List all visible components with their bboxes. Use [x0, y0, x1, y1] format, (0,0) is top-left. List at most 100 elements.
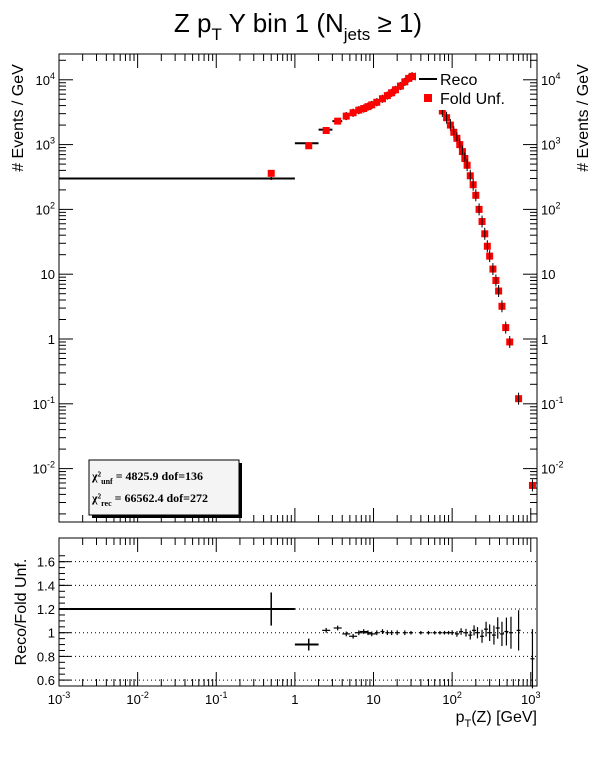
y-tick-label-left: 10: [41, 267, 55, 282]
x-tick-label: 103: [521, 690, 540, 707]
fold-unf-point: [360, 105, 368, 113]
fold-unf-point: [388, 89, 396, 97]
title-main: Z p: [174, 8, 212, 38]
y-tick-label-left-exp: 4: [50, 71, 55, 81]
y-tick-label-right-base: 10: [541, 138, 555, 153]
x-axis-label-p: p: [456, 709, 465, 726]
x-tick-label-base: 10: [126, 692, 140, 707]
y-tick-label-right: 104: [541, 71, 560, 88]
legend-reco-label: Reco: [440, 72, 477, 89]
chi2-rec-value: 66562.4: [125, 491, 164, 505]
x-tick-label-exp: -2: [141, 690, 149, 700]
fold-unf-point: [378, 95, 386, 103]
x-tick-label-exp: 3: [536, 690, 541, 700]
fold-unf-point: [364, 103, 372, 111]
x-axis-label: pT(Z) [GeV]: [456, 709, 537, 730]
x-tick-label: 10: [366, 692, 380, 707]
chi2-unf-value: 4825.9: [126, 469, 159, 483]
bottom-panel: 0.60.811.21.41.6 10-3 10-2 10-1 1 10 102 103 R…: [13, 537, 541, 730]
chart-title: Z pT Y bin 1 (Njets ≥ 1): [174, 8, 422, 44]
x-tick-label: 102: [442, 690, 461, 707]
y-tick-label-right: 10: [541, 267, 555, 282]
chi2-unf-eq: =: [113, 469, 126, 483]
y-tick-label-right-base: 10: [541, 397, 555, 412]
ratio-y-tick-label: 0.6: [37, 673, 55, 688]
y-tick-label-right-exp: 3: [555, 136, 560, 146]
fold-unf-point: [383, 92, 391, 100]
y-tick-label-left-base: 10: [36, 73, 50, 88]
bottom-plot-frame: [58, 537, 538, 687]
chi2-unf-line: χ²unf = 4825.9 dof=136: [91, 469, 203, 486]
chi2-rec-eq: =: [112, 491, 125, 505]
x-tick-label-exp: -3: [62, 690, 70, 700]
ratio-y-tick-label: 1.4: [37, 578, 55, 593]
chi2-unf-symbol: χ²: [91, 469, 102, 483]
ratio-y-tick-label: 1: [48, 626, 55, 641]
y-tick-label-left: 10-1: [33, 395, 55, 412]
x-tick-label-exp: -1: [219, 690, 227, 700]
y-tick-label-left-base: 10: [36, 202, 50, 217]
y-tick-label-left-exp: -2: [47, 460, 55, 470]
x-tick-label-base: 10: [521, 692, 535, 707]
y-tick-label-left: 104: [36, 71, 55, 88]
title-end: ≥ 1): [370, 8, 422, 38]
legend: Reco Fold Unf.: [416, 68, 514, 110]
chi2-rec-symbol: χ²: [91, 491, 102, 505]
y-tick-label-right-base: 10: [541, 462, 555, 477]
fold-unf-point: [401, 78, 409, 86]
top-plot-frame: [58, 53, 538, 523]
title-sub-t: T: [211, 25, 221, 44]
y-tick-label-left-base: 10: [36, 138, 50, 153]
y-tick-label-right-base: 10: [541, 202, 555, 217]
fold-unf-series: [267, 72, 536, 492]
fold-unf-point: [373, 98, 381, 106]
y-axis-label-left: # Events / GeV: [10, 64, 27, 172]
title-sub-jets: jets: [343, 25, 370, 44]
y-tick-label-left: 102: [36, 200, 55, 217]
y-tick-label-left: 103: [36, 136, 55, 153]
y-tick-label-right-base: 10: [541, 73, 555, 88]
x-tick-label-base: 10: [48, 692, 62, 707]
fold-unf-point: [355, 106, 363, 114]
x-tick-label: 1: [291, 692, 298, 707]
legend-fold-label: Fold Unf.: [440, 91, 505, 108]
ratio-y-tick-label: 1.2: [37, 602, 55, 617]
y-tick-label-left-base: 10: [33, 397, 47, 412]
y-tick-label-left-exp: 2: [50, 200, 55, 210]
bottom-y-ticks: 0.6 0.8 1 1.2 1.4 1.6: [37, 555, 71, 688]
y-tick-label-right-exp: -2: [555, 460, 563, 470]
fold-unf-point: [408, 72, 416, 80]
legend-fold-marker: [424, 94, 432, 102]
ratio-series: [59, 592, 535, 689]
y-tick-label-right: 1: [541, 332, 548, 347]
y-tick-label-right-exp: -1: [555, 395, 563, 405]
y-tick-label-right: 102: [541, 200, 560, 217]
x-tick-label: 10-2: [126, 690, 148, 707]
fold-unf-point: [334, 117, 342, 125]
fold-unf-point: [267, 169, 275, 177]
ratio-grid: [59, 561, 537, 681]
x-tick-label-base: 10: [205, 692, 219, 707]
chi2-unf-dof: dof=136: [162, 469, 204, 483]
chi2-rec-dof: dof=272: [167, 491, 209, 505]
y-tick-label-left: 10-2: [33, 460, 55, 477]
fold-unf-point: [368, 101, 376, 109]
y-tick-label-right-exp: 2: [555, 200, 560, 210]
y-tick-label-left-base: 10: [33, 462, 47, 477]
fold-unf-point: [322, 126, 330, 134]
title-rest: Y bin 1 (N: [222, 8, 344, 38]
y-tick-label-left: 1: [48, 332, 55, 347]
x-tick-label: 10-1: [205, 690, 227, 707]
ratio-y-tick-label: 1.6: [37, 555, 55, 570]
legend-box: [416, 68, 514, 110]
ratio-y-tick-label: 0.8: [37, 649, 55, 664]
fold-unf-point: [396, 82, 404, 90]
x-tick-label-base: 10: [442, 692, 456, 707]
y-tick-label-right: 10-1: [541, 395, 563, 412]
y-tick-label-left-exp: -1: [47, 395, 55, 405]
chi2-rec-line: χ²rec = 66562.4 dof=272: [91, 491, 208, 508]
y-tick-label-right: 10-2: [541, 460, 563, 477]
